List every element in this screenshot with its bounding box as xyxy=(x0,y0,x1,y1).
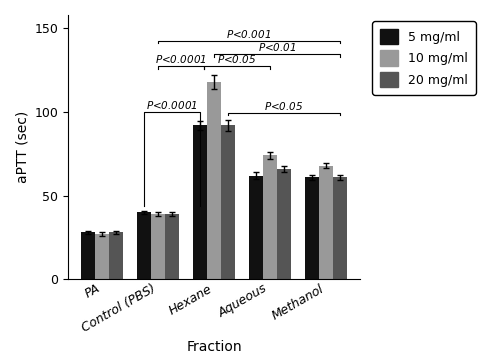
Bar xyxy=(277,169,291,279)
Text: $P$<0.01: $P$<0.01 xyxy=(258,42,296,53)
Bar xyxy=(138,212,151,279)
Bar xyxy=(151,214,165,279)
Bar xyxy=(110,232,124,279)
Bar xyxy=(263,155,277,279)
Legend: 5 mg/ml, 10 mg/ml, 20 mg/ml: 5 mg/ml, 10 mg/ml, 20 mg/ml xyxy=(372,21,476,95)
Text: $P$<0.0001: $P$<0.0001 xyxy=(146,99,198,111)
Bar xyxy=(305,177,319,279)
Bar xyxy=(165,214,179,279)
Bar xyxy=(221,125,235,279)
Text: $P$<0.001: $P$<0.001 xyxy=(226,28,272,40)
Text: $P$<0.0001: $P$<0.0001 xyxy=(156,53,207,65)
X-axis label: Fraction: Fraction xyxy=(186,340,242,354)
Bar xyxy=(249,175,263,279)
Bar xyxy=(96,234,110,279)
Text: $P$<0.05: $P$<0.05 xyxy=(218,53,257,65)
Y-axis label: aPTT (sec): aPTT (sec) xyxy=(15,111,29,183)
Bar xyxy=(207,82,221,279)
Bar xyxy=(82,232,96,279)
Bar xyxy=(333,177,346,279)
Text: $P$<0.05: $P$<0.05 xyxy=(264,100,304,112)
Bar xyxy=(193,125,207,279)
Bar xyxy=(319,165,333,279)
